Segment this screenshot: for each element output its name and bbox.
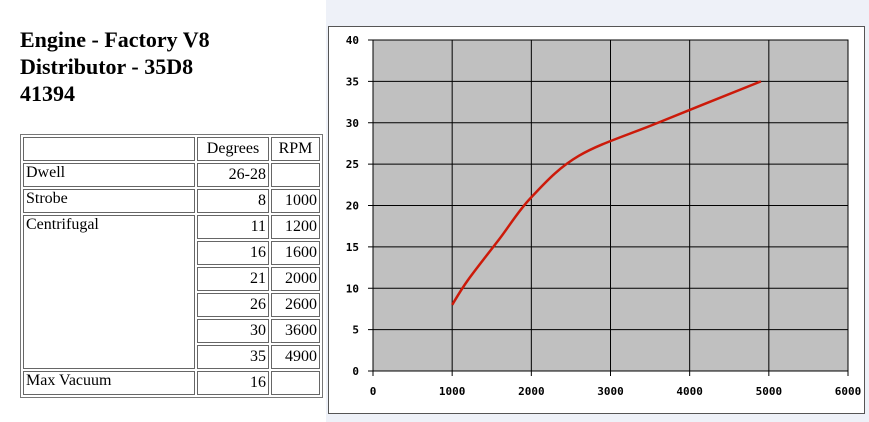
cell-rpm: 4900 xyxy=(271,345,320,369)
header-cell-degrees: Degrees xyxy=(197,137,269,161)
cell-degrees: 26-28 xyxy=(197,163,269,187)
cell-rpm xyxy=(271,371,320,395)
row-label-centrifugal: Centrifugal xyxy=(23,215,195,369)
y-tick-label: 5 xyxy=(352,324,359,337)
cell-degrees: 21 xyxy=(197,267,269,291)
y-tick-label: 20 xyxy=(346,200,359,213)
table-row: 26 2600 xyxy=(23,293,320,317)
cell-degrees: 16 xyxy=(197,371,269,395)
cell-rpm: 3600 xyxy=(271,319,320,343)
cell-rpm: 1200 xyxy=(271,215,320,239)
x-tick-label: 3000 xyxy=(597,385,624,398)
table-row: 30 3600 xyxy=(23,319,320,343)
row-label-dwell: Dwell xyxy=(23,163,195,187)
cell-rpm xyxy=(271,163,320,187)
chart-svg: 0 5 10 15 20 25 30 35 40 0 1000 2000 3000 4000 5000 600… xyxy=(346,34,862,398)
table-row: Centrifugal 11 1200 xyxy=(23,215,320,369)
table-row: Dwell 26-28 xyxy=(23,163,320,187)
cell-rpm: 1000 xyxy=(271,189,320,213)
cell-rpm: 2600 xyxy=(271,293,320,317)
table-header-row: Degrees RPM xyxy=(23,137,320,161)
table-row: 16 1600 xyxy=(23,241,320,265)
header-cell-name xyxy=(23,137,195,161)
y-tick-label: 15 xyxy=(346,241,359,254)
cell-degrees: 8 xyxy=(197,189,269,213)
table-row: Max Vacuum 16 xyxy=(23,371,320,395)
title-engine: Engine - Factory V8 xyxy=(20,27,210,52)
cell-degrees: 35 xyxy=(197,345,269,369)
spec-table: Degrees RPM Dwell 26-28 Strobe 8 1000 Ce… xyxy=(20,134,323,398)
table-row: Strobe 8 1000 xyxy=(23,189,320,213)
y-tick-label: 10 xyxy=(346,282,359,295)
cell-degrees: 16 xyxy=(197,241,269,265)
cell-rpm: 1600 xyxy=(271,241,320,265)
spec-panel: Engine - Factory V8 Distributor - 35D8 4… xyxy=(0,0,326,422)
x-tick-label: 1000 xyxy=(439,385,466,398)
cell-degrees: 26 xyxy=(197,293,269,317)
page-title: Engine - Factory V8 Distributor - 35D8 4… xyxy=(20,26,210,107)
x-tick-label: 0 xyxy=(370,385,377,398)
y-tick-label: 25 xyxy=(346,158,359,171)
y-tick-label: 35 xyxy=(346,75,359,88)
x-tick-label: 5000 xyxy=(756,385,783,398)
cell-rpm: 2000 xyxy=(271,267,320,291)
y-tick-label: 40 xyxy=(346,34,359,47)
row-label-strobe: Strobe xyxy=(23,189,195,213)
row-label-max-vacuum: Max Vacuum xyxy=(23,371,195,395)
y-tick-label: 0 xyxy=(352,365,359,378)
table-row: 35 4900 xyxy=(23,345,320,369)
plot-border xyxy=(372,39,849,372)
x-tick-label: 2000 xyxy=(518,385,545,398)
x-tick-label: 6000 xyxy=(835,385,862,398)
header-cell-rpm: RPM xyxy=(271,137,320,161)
cell-degrees: 11 xyxy=(197,215,269,239)
advance-curve-chart: 0 5 10 15 20 25 30 35 40 0 1000 2000 3000 4000 5000 600… xyxy=(328,26,865,414)
series-line xyxy=(451,80,762,306)
title-part-number: 41394 xyxy=(20,81,75,106)
x-tick-label: 4000 xyxy=(676,385,703,398)
table-row: 21 2000 xyxy=(23,267,320,291)
y-tick-label: 30 xyxy=(346,117,359,130)
title-distributor: Distributor - 35D8 xyxy=(20,54,194,79)
cell-degrees: 30 xyxy=(197,319,269,343)
